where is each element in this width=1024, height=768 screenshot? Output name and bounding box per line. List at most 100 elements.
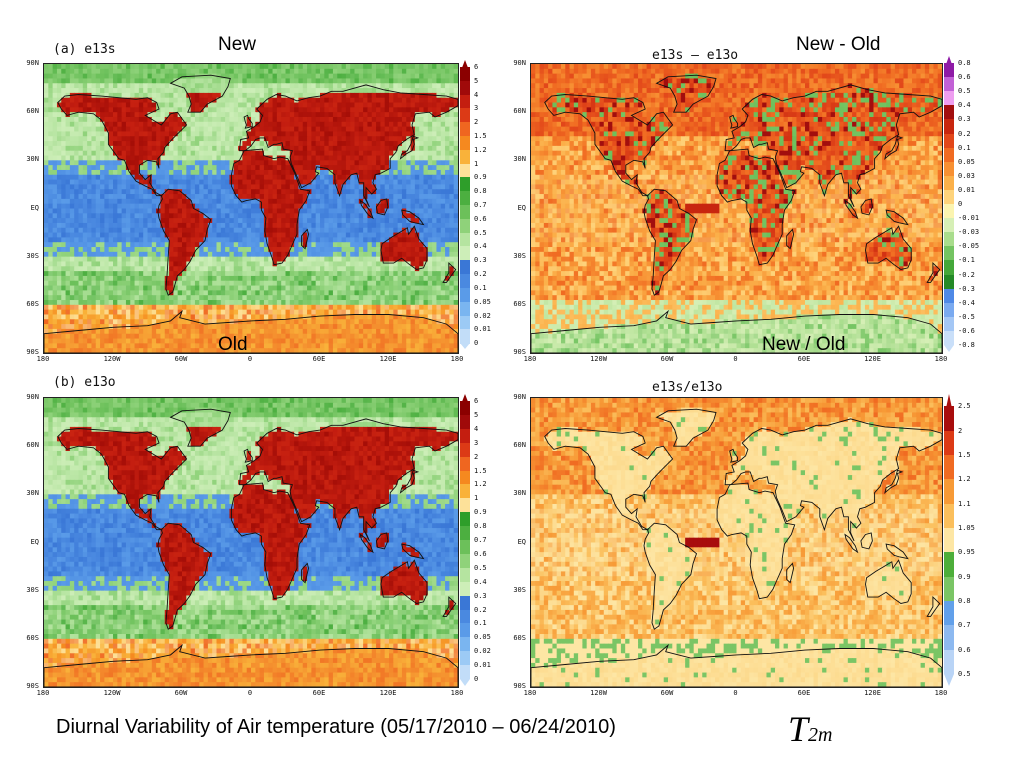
- coastline-japan: [399, 135, 420, 160]
- coastline-northAmerica: [544, 428, 674, 531]
- lon-tick-label: 120E: [858, 355, 888, 363]
- lat-tick-label: EQ: [498, 538, 526, 546]
- colorbar-label: -0.05: [958, 242, 979, 250]
- colorbar-label: 0.4: [958, 101, 971, 109]
- colorbar-label: 0.9: [958, 573, 971, 581]
- lat-tick-label: 90N: [11, 59, 39, 67]
- colorbar-swatch: [460, 108, 470, 123]
- colorbar-label: 0.6: [474, 550, 487, 558]
- map-plot: [530, 397, 943, 688]
- lon-tick-label: 120W: [97, 689, 127, 697]
- lat-tick-label: 90N: [498, 59, 526, 67]
- lon-tick-label: 0: [235, 689, 265, 697]
- colorbar-swatch: [460, 498, 470, 513]
- lon-tick-label: 180: [442, 355, 472, 363]
- colorbar-label: -0.1: [958, 256, 975, 264]
- coastline-australia: [865, 225, 912, 270]
- colorbar-label: -0.01: [958, 214, 979, 222]
- coastline-greenland: [655, 74, 717, 113]
- colorbar-swatch: [944, 274, 954, 290]
- coastline-australia: [380, 225, 428, 270]
- temperature-field: [44, 398, 458, 687]
- coastline-africa: [230, 148, 311, 266]
- lat-tick-label: 90N: [498, 393, 526, 401]
- lat-tick-label: 90S: [498, 682, 526, 690]
- colorbar-swatch: [460, 205, 470, 220]
- colorbar-swatch: [944, 246, 954, 261]
- coastlines: [531, 74, 942, 353]
- colorbar-label: 1.5: [474, 467, 487, 475]
- colorbar-label: 0.1: [474, 284, 487, 292]
- lon-tick-label: 120E: [858, 689, 888, 697]
- lon-tick-label: 180: [926, 355, 956, 363]
- lat-tick-label: EQ: [11, 204, 39, 212]
- lat-tick-label: 60N: [498, 441, 526, 449]
- colorbar-label: 0.95: [958, 548, 975, 556]
- coastline-eurasia: [724, 84, 942, 208]
- colorbar-label: 1.05: [958, 524, 975, 532]
- coastline-borneo: [860, 198, 873, 216]
- colorbar-bottom-arrow: [460, 343, 470, 350]
- lat-tick-label: EQ: [498, 204, 526, 212]
- colorbar-label: 0.01: [474, 661, 491, 669]
- lon-tick-label: 60E: [304, 355, 334, 363]
- colorbar-label: 0.4: [474, 578, 487, 586]
- coastline-newGuinea: [401, 209, 425, 226]
- colorbar: 6 5 4 3 2 1.5 1.2 1 0.9 0.8 0.7 0.6 0.5 0.4 0.3 0.2 0.1 0…: [460, 60, 491, 350]
- map-plot: [530, 63, 943, 354]
- colorbar-swatch: [460, 329, 470, 344]
- coastline-madagascar: [786, 228, 795, 250]
- coastline-uk: [243, 114, 253, 129]
- lat-tick-label: 30N: [11, 155, 39, 163]
- colorbar-label: 1: [474, 494, 478, 502]
- lon-tick-label: 180: [28, 355, 58, 363]
- colorbar-label: 0.02: [474, 312, 491, 320]
- colorbar-swatch: [460, 287, 470, 303]
- colorbar-label: 4: [474, 425, 478, 433]
- colorbar-label: 0.5: [958, 87, 971, 95]
- map-svg: [531, 398, 942, 687]
- colorbar-swatch: [460, 301, 470, 316]
- coastline-madagascar: [301, 228, 309, 250]
- coastline-northAmerica: [544, 94, 674, 197]
- panel-title: (b) e13o: [53, 375, 116, 390]
- colorbar-swatch: [460, 623, 470, 638]
- lat-tick-label: 30S: [11, 252, 39, 260]
- coastline-madagascar: [786, 562, 795, 584]
- colorbar-label: 0.6: [474, 215, 487, 223]
- colorbar-label: 0.8: [958, 597, 971, 605]
- colorbar-swatch: [460, 484, 470, 499]
- colorbar-label: -0.2: [958, 271, 975, 279]
- lon-tick-label: 180: [926, 689, 956, 697]
- lat-tick-label: EQ: [11, 538, 39, 546]
- lat-tick-label: 90S: [498, 348, 526, 356]
- lon-tick-label: 60E: [304, 689, 334, 697]
- lat-tick-label: 30S: [11, 586, 39, 594]
- lat-tick-label: 30N: [498, 155, 526, 163]
- colorbar-swatch: [460, 274, 470, 289]
- colorbar-label: 0.03: [958, 172, 975, 180]
- map-svg: [44, 398, 458, 687]
- panel-heading: New - Old: [796, 34, 880, 56]
- map-svg: [44, 64, 458, 353]
- colorbar-swatch: [460, 428, 470, 444]
- coastline-australia: [380, 559, 428, 604]
- lat-tick-label: 60N: [498, 107, 526, 115]
- panel-title: e13s – e13o: [652, 48, 738, 63]
- panel-heading: New / Old: [762, 334, 845, 356]
- colorbar-label: 0.6: [958, 73, 971, 81]
- colorbar-swatch: [460, 260, 470, 275]
- colorbar-bottom-arrow: [944, 345, 954, 352]
- temperature-field: [531, 64, 942, 353]
- colorbar-label: 0.05: [958, 158, 975, 166]
- colorbar-label: 0.01: [958, 186, 975, 194]
- colorbar-label: 0: [474, 339, 478, 347]
- lat-tick-label: 60S: [11, 634, 39, 642]
- colorbar-swatch: [460, 66, 470, 82]
- colorbar-label: 1.2: [958, 475, 971, 483]
- coastlines: [44, 74, 458, 353]
- colorbar-swatch: [944, 232, 954, 247]
- lon-tick-label: 60E: [789, 355, 819, 363]
- colorbar-swatch: [460, 149, 470, 165]
- colorbar-swatch: [944, 133, 954, 149]
